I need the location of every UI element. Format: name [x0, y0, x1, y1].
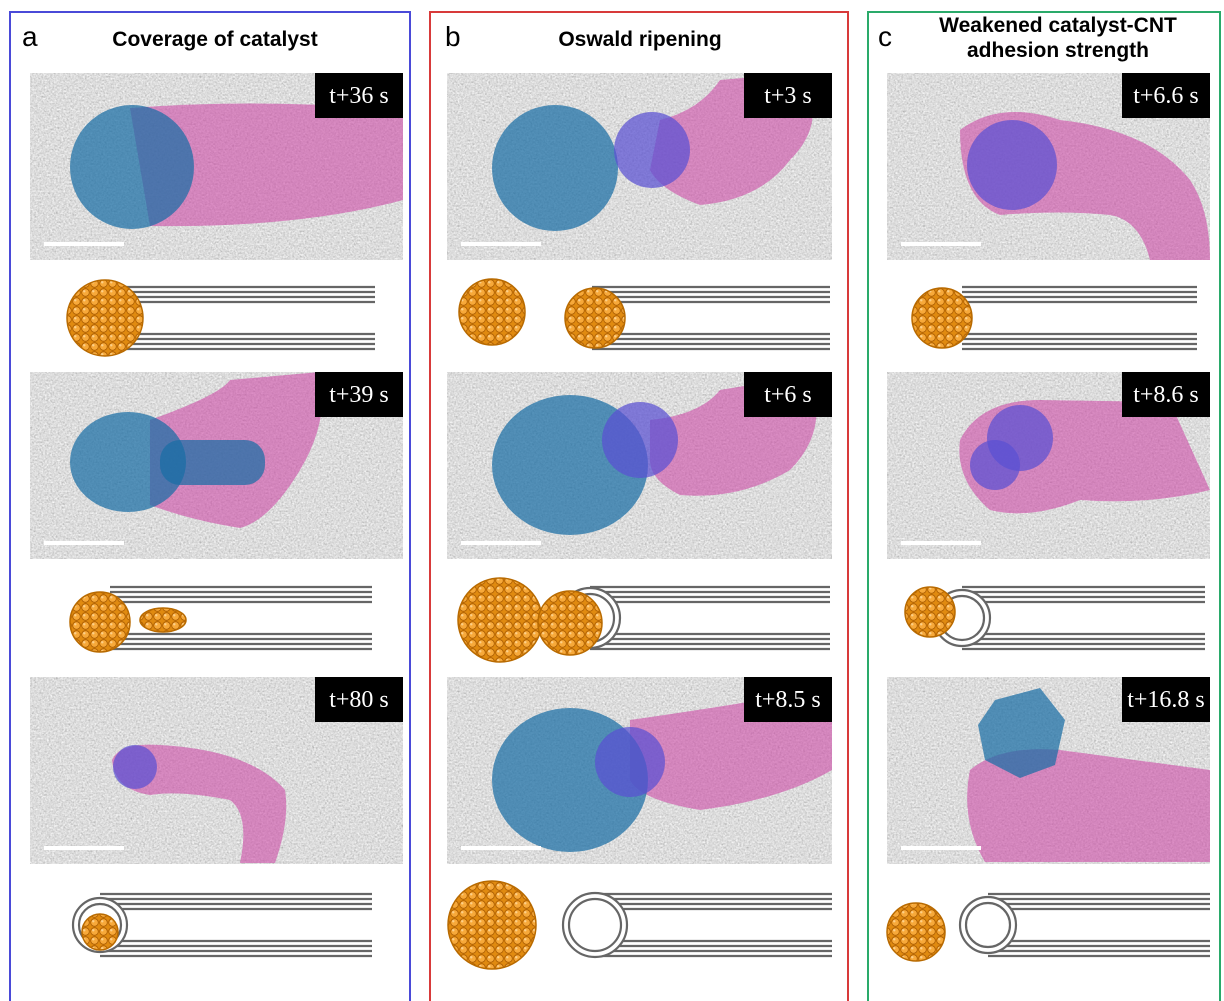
nanoparticle	[448, 881, 536, 969]
time-label: t+80 s	[329, 687, 389, 713]
overlay-region	[967, 120, 1057, 210]
overlay-region	[113, 745, 157, 789]
overlay-region	[492, 105, 618, 231]
nanoparticle	[67, 280, 143, 356]
time-label: t+6.6 s	[1133, 83, 1199, 109]
nanoparticle	[82, 914, 118, 950]
figure: a Coverage of catalyst t+36 s t+39 s t+80 s b…	[0, 0, 1224, 1001]
panel-letter: c	[878, 21, 892, 52]
time-label: t+8.6 s	[1133, 382, 1199, 408]
time-label: t+39 s	[329, 382, 389, 408]
nanoparticle	[459, 279, 525, 345]
panel-letter: a	[22, 21, 38, 52]
overlay-region	[595, 727, 665, 797]
time-label: t+16.8 s	[1127, 687, 1205, 713]
panel-letter: b	[445, 21, 461, 52]
time-label: t+6 s	[764, 382, 812, 408]
panel-title: Weakened catalyst-CNT	[939, 14, 1177, 37]
nanoparticle	[140, 608, 186, 632]
nanoparticle	[565, 288, 625, 348]
overlay-region	[70, 412, 186, 512]
panel-title: Coverage of catalyst	[112, 28, 317, 51]
nanoparticle	[912, 288, 972, 348]
time-label: t+36 s	[329, 83, 389, 109]
time-label: t+3 s	[764, 83, 812, 109]
overlay-region	[70, 105, 194, 229]
nanoparticle	[887, 903, 945, 961]
overlay-region	[970, 440, 1020, 490]
cnt-cap	[563, 893, 627, 957]
nanoparticle	[70, 592, 130, 652]
panel-title: Oswald ripening	[558, 28, 721, 51]
cnt-cap	[960, 897, 1016, 953]
nanoparticle	[538, 591, 602, 655]
time-label: t+8.5 s	[755, 687, 821, 713]
overlay-region	[602, 402, 678, 478]
overlay-region	[614, 112, 690, 188]
panel-title: adhesion strength	[967, 39, 1149, 62]
nanoparticle	[905, 587, 955, 637]
nanoparticle	[458, 578, 542, 662]
